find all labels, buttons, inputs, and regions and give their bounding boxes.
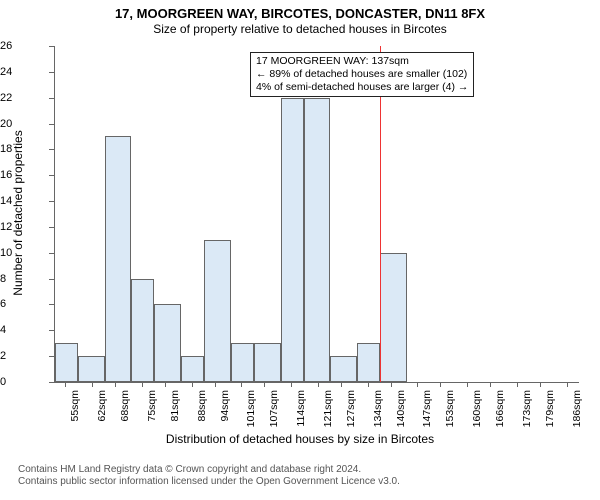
- x-tick-mark: [215, 382, 216, 387]
- y-tick-mark: [49, 149, 54, 150]
- x-tick-mark: [115, 382, 116, 387]
- x-tick-mark: [165, 382, 166, 387]
- histogram-bar: [181, 356, 204, 382]
- x-tick-mark: [192, 382, 193, 387]
- x-tick-mark: [341, 382, 342, 387]
- x-tick-label: 88sqm: [196, 390, 208, 438]
- y-tick-mark: [49, 72, 54, 73]
- x-tick-label: 101sqm: [245, 390, 257, 438]
- x-tick-mark: [517, 382, 518, 387]
- y-tick-mark: [49, 382, 54, 383]
- x-tick-label: 62sqm: [96, 390, 108, 438]
- y-tick-mark: [49, 330, 54, 331]
- y-tick-mark: [49, 175, 54, 176]
- x-tick-mark: [264, 382, 265, 387]
- x-tick-mark: [291, 382, 292, 387]
- x-tick-label: 153sqm: [444, 390, 456, 438]
- credits-line-1: Contains HM Land Registry data © Crown c…: [18, 464, 400, 476]
- x-tick-mark: [391, 382, 392, 387]
- x-tick-mark: [65, 382, 66, 387]
- x-tick-label: 173sqm: [521, 390, 533, 438]
- y-tick-mark: [49, 253, 54, 254]
- x-tick-label: 114sqm: [295, 390, 307, 438]
- x-tick-mark: [490, 382, 491, 387]
- y-tick-mark: [49, 201, 54, 202]
- x-tick-label: 75sqm: [146, 390, 158, 438]
- x-tick-label: 107sqm: [268, 390, 280, 438]
- histogram-bar: [231, 343, 254, 382]
- y-tick-mark: [49, 356, 54, 357]
- title-line-1: 17, MOORGREEN WAY, BIRCOTES, DONCASTER, …: [0, 6, 600, 22]
- y-tick-mark: [49, 46, 54, 47]
- histogram-bar: [380, 253, 407, 382]
- x-tick-label: 121sqm: [322, 390, 334, 438]
- x-tick-label: 127sqm: [345, 390, 357, 438]
- title-line-2: Size of property relative to detached ho…: [0, 22, 600, 36]
- annotation-line: ← 89% of detached houses are smaller (10…: [256, 68, 468, 81]
- x-tick-label: 147sqm: [421, 390, 433, 438]
- x-tick-mark: [540, 382, 541, 387]
- y-tick-mark: [49, 227, 54, 228]
- x-tick-label: 55sqm: [69, 390, 81, 438]
- histogram-bar: [154, 304, 181, 382]
- x-tick-label: 140sqm: [395, 390, 407, 438]
- histogram-bar: [281, 98, 304, 382]
- x-tick-label: 94sqm: [219, 390, 231, 438]
- histogram-bar: [55, 343, 78, 382]
- histogram-bar: [254, 343, 281, 382]
- x-tick-mark: [318, 382, 319, 387]
- histogram-bar: [330, 356, 357, 382]
- title-block: 17, MOORGREEN WAY, BIRCOTES, DONCASTER, …: [0, 0, 600, 36]
- y-tick-mark: [49, 124, 54, 125]
- x-tick-mark: [241, 382, 242, 387]
- x-tick-mark: [440, 382, 441, 387]
- x-tick-label: 186sqm: [571, 390, 583, 438]
- y-tick-mark: [49, 98, 54, 99]
- x-tick-label: 160sqm: [471, 390, 483, 438]
- x-tick-mark: [142, 382, 143, 387]
- x-tick-mark: [92, 382, 93, 387]
- x-tick-mark: [417, 382, 418, 387]
- annotation-line: 4% of semi-detached houses are larger (4…: [256, 81, 468, 94]
- x-tick-mark: [467, 382, 468, 387]
- x-tick-label: 166sqm: [494, 390, 506, 438]
- x-tick-mark: [368, 382, 369, 387]
- histogram-bar: [304, 98, 331, 382]
- x-axis-label: Distribution of detached houses by size …: [0, 432, 600, 446]
- histogram-bar: [204, 240, 231, 382]
- chart-container: 17, MOORGREEN WAY, BIRCOTES, DONCASTER, …: [0, 0, 600, 500]
- credits-line-2: Contains public sector information licen…: [18, 476, 400, 488]
- histogram-bar: [131, 279, 154, 382]
- histogram-bar: [78, 356, 105, 382]
- annotation-line: 17 MOORGREEN WAY: 137sqm: [256, 55, 468, 68]
- x-tick-label: 179sqm: [544, 390, 556, 438]
- annotation-box: 17 MOORGREEN WAY: 137sqm← 89% of detache…: [250, 52, 474, 97]
- y-axis-label: Number of detached properties: [11, 45, 25, 381]
- x-tick-label: 134sqm: [372, 390, 384, 438]
- histogram-bar: [357, 343, 380, 382]
- y-tick-mark: [49, 279, 54, 280]
- y-tick-mark: [49, 304, 54, 305]
- x-tick-label: 81sqm: [169, 390, 181, 438]
- x-tick-mark: [567, 382, 568, 387]
- x-tick-label: 68sqm: [119, 390, 131, 438]
- histogram-bar: [105, 136, 132, 382]
- credits: Contains HM Land Registry data © Crown c…: [18, 464, 400, 488]
